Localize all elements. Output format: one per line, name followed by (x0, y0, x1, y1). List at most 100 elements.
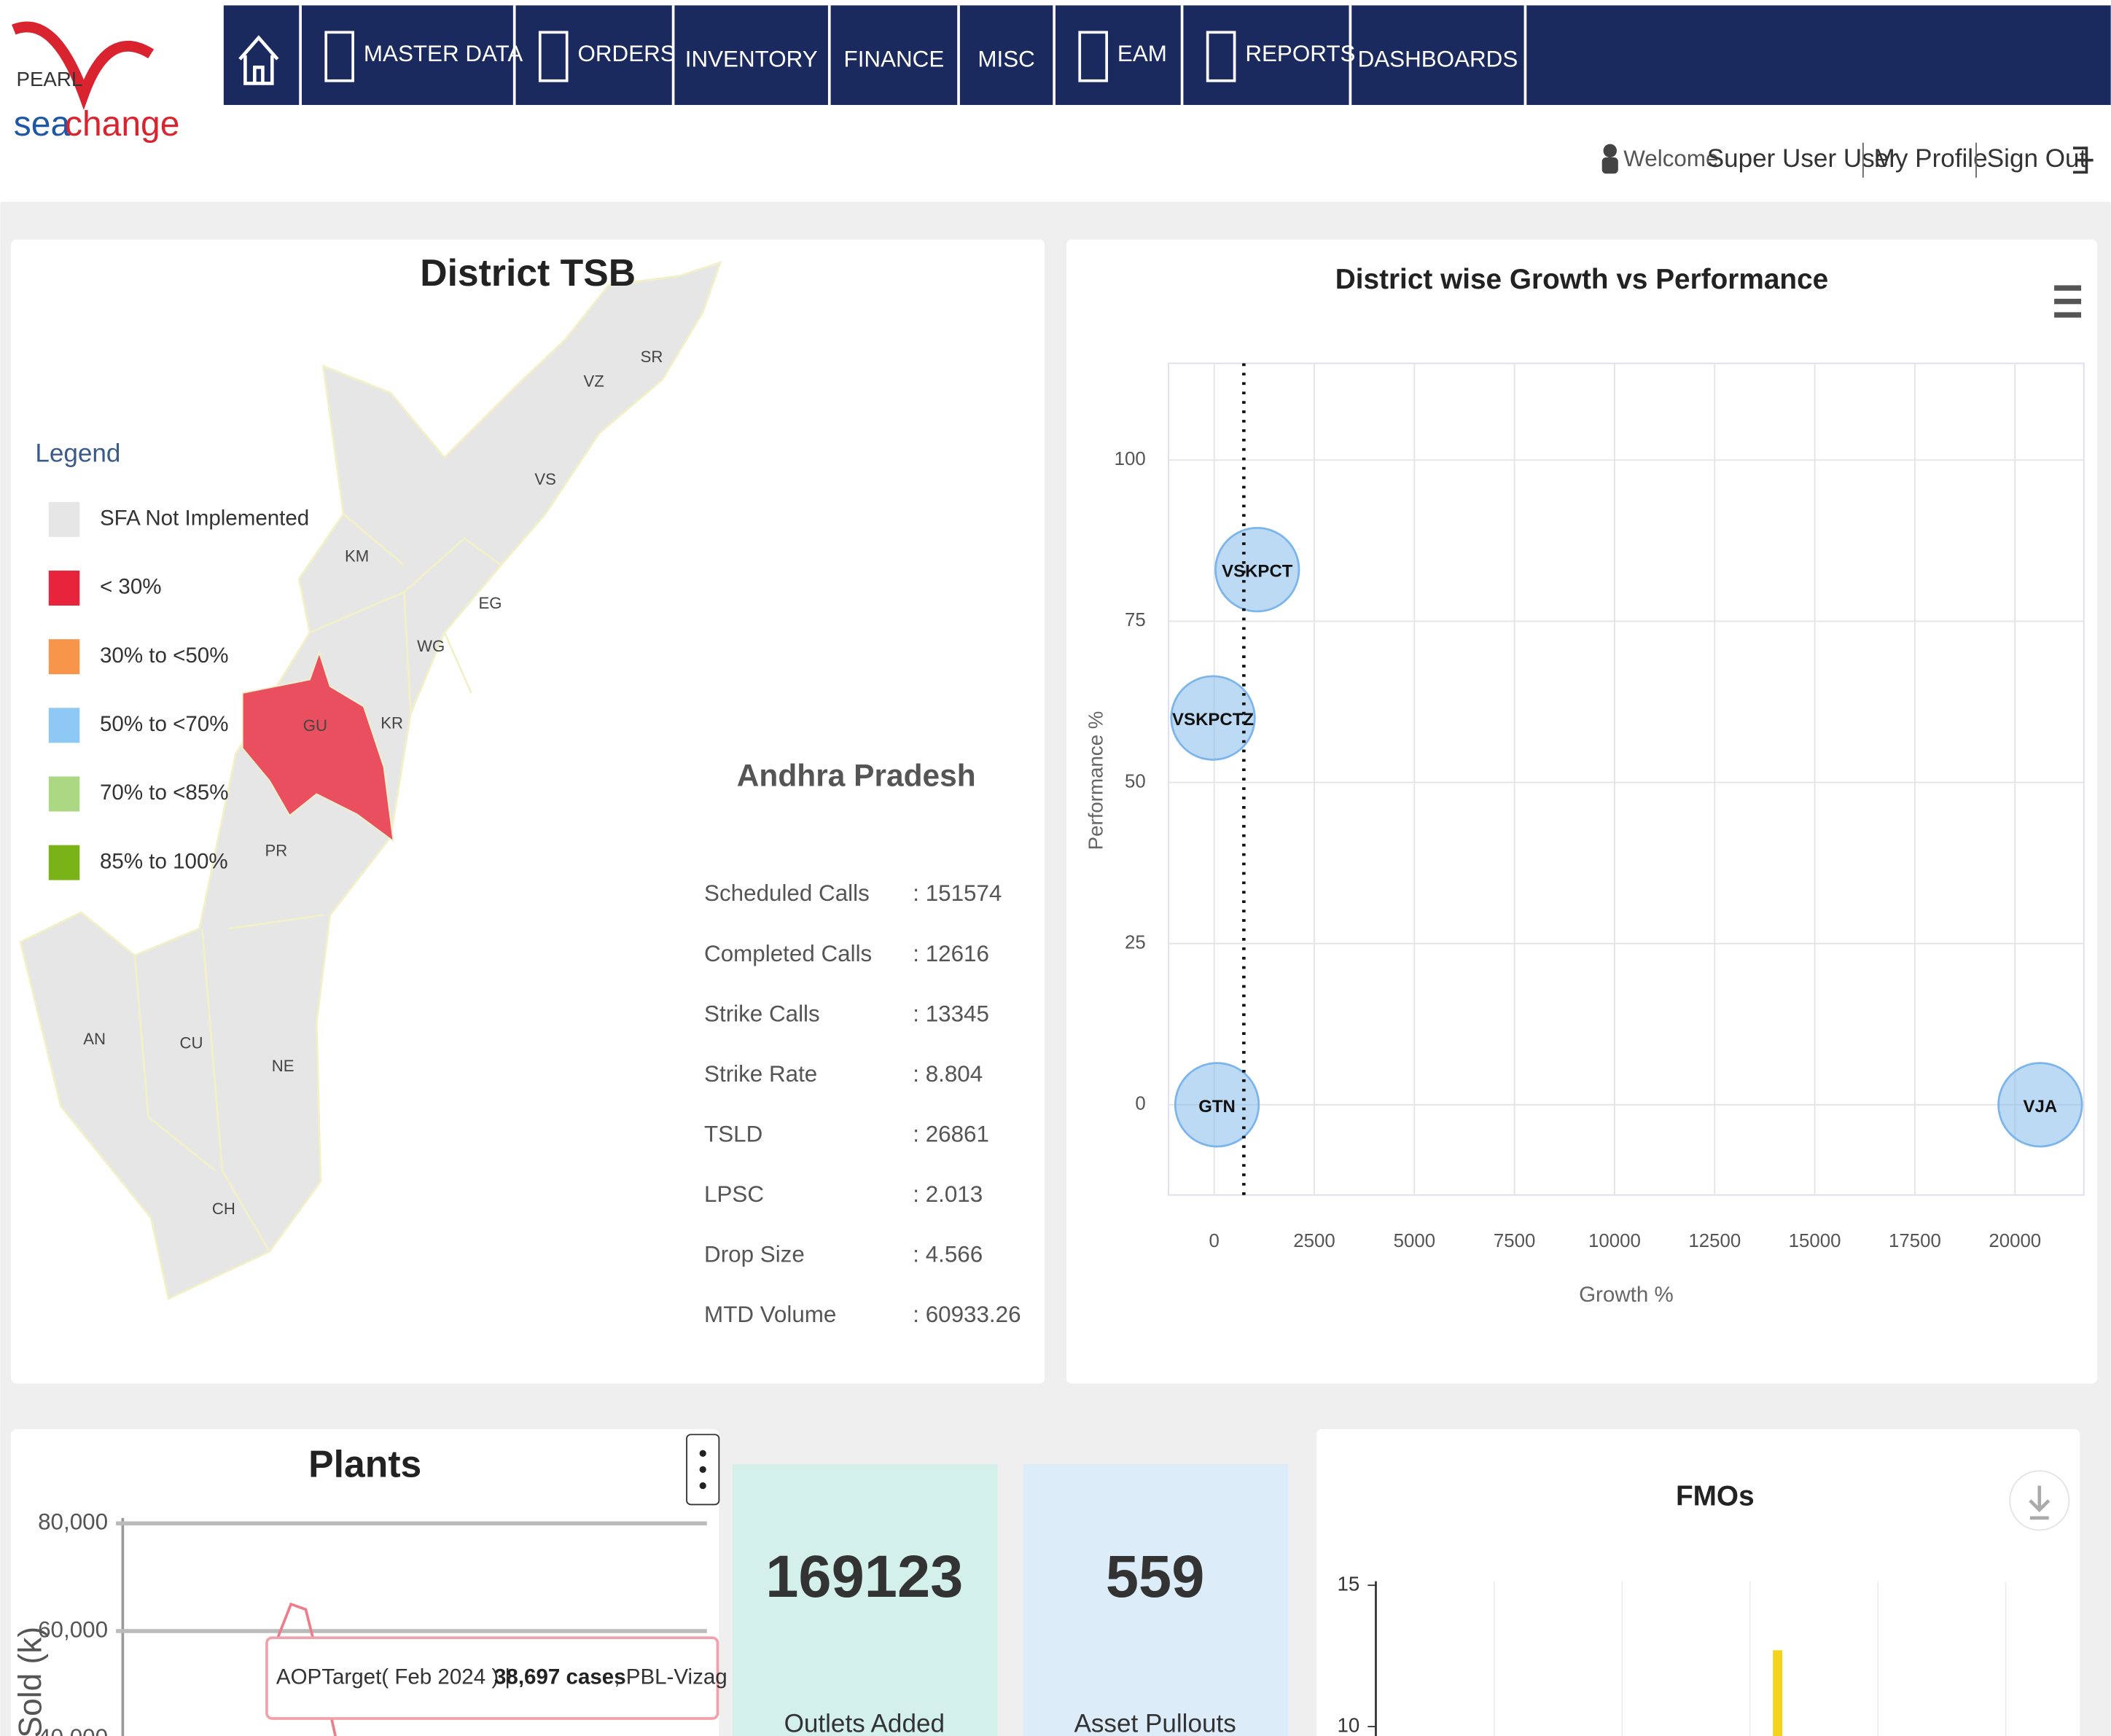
x-tick-label: 10000 (1588, 1231, 1641, 1251)
user-name: Super User User (1707, 144, 1898, 173)
x-tick-label: 5000 (1394, 1231, 1436, 1251)
x-tick-label: 12500 (1688, 1231, 1741, 1251)
map-label: CH (212, 1200, 235, 1218)
nav-item[interactable]: EAM (1117, 41, 1167, 66)
legend-title: Legend (35, 439, 120, 467)
x-tick-label: 20000 (1989, 1231, 2041, 1251)
bubble (1214, 527, 1300, 613)
nav-icon (324, 31, 354, 82)
fmos-panel (1316, 1428, 2080, 1736)
stat-value: : 26861 (913, 1121, 989, 1146)
map-label: EG (478, 594, 502, 612)
bubble-panel (1066, 239, 2098, 1384)
nav-bar (223, 5, 2111, 106)
nav-item[interactable]: FINANCE (844, 46, 945, 71)
y-tick-label: 60,000 (38, 1616, 108, 1642)
map-label: PR (265, 842, 287, 860)
bubble-label: VSKPCTZ (1172, 710, 1254, 730)
stat-value: : 4.566 (913, 1241, 983, 1267)
stat-value: : 60933.26 (913, 1302, 1021, 1327)
map-label: KR (381, 713, 403, 732)
bubble (1170, 675, 1256, 761)
nav-item[interactable]: MISC (978, 46, 1034, 71)
tooltip-value: 38,697 cases (494, 1665, 626, 1689)
nav-item[interactable]: REPORTS (1245, 41, 1355, 66)
chart-title: FMOs (1676, 1480, 1755, 1512)
legend-label: SFA Not Implemented (100, 507, 309, 531)
stat-label: Drop Size (704, 1241, 805, 1267)
chart-menu[interactable] (2054, 285, 2082, 318)
kpi-value: 169123 (765, 1544, 963, 1610)
nav-icon (538, 31, 569, 82)
map-label: VZ (583, 372, 604, 390)
map (19, 260, 722, 1300)
plot-area (1168, 362, 2085, 1196)
y-tick-label: 10 (1337, 1713, 1359, 1736)
tooltip-label: AOPTarget( Feb 2024 ) | (276, 1665, 510, 1689)
nav-item[interactable]: MASTER DATA (364, 41, 523, 66)
state-name: Andhra Pradesh (737, 759, 976, 793)
kpi-label: Asset Pullouts (1074, 1709, 1236, 1736)
welcome: Welcome (1623, 146, 1718, 171)
panel-title: District TSB (420, 251, 636, 294)
x-tick-label: 17500 (1889, 1231, 1941, 1251)
map-label: CU (180, 1034, 203, 1052)
home-button[interactable] (238, 35, 279, 85)
map-label: VS (534, 470, 556, 488)
stat-label: Scheduled Calls (704, 880, 870, 906)
nav-icon (1206, 31, 1236, 82)
y-tick-label: 0 (1135, 1094, 1145, 1114)
tooltip (265, 1636, 719, 1720)
bubble-label: GTN (1198, 1097, 1236, 1117)
bar (1773, 1650, 1783, 1736)
x-axis-label: Growth % (1579, 1283, 1674, 1307)
legend-swatch (48, 501, 80, 537)
nav-icon (1078, 31, 1109, 82)
stat-value: : 8.804 (913, 1061, 983, 1087)
logo[interactable]: PEARL sea change (12, 21, 180, 144)
nav-item[interactable]: INVENTORY (685, 46, 818, 71)
stat-value: : 151574 (913, 880, 1002, 906)
legend-swatch (48, 639, 80, 675)
map-label: WG (417, 637, 445, 655)
legend-label: 70% to <85% (100, 781, 228, 805)
x-tick-label: 15000 (1789, 1231, 1841, 1251)
my-profile[interactable]: My Profile (1874, 144, 1988, 173)
y-tick-label: 25 (1125, 933, 1146, 953)
stat-label: Completed Calls (704, 941, 872, 966)
map-label: NE (272, 1057, 294, 1075)
nav-item[interactable]: ORDERS (577, 41, 675, 66)
nav (238, 35, 279, 85)
legend-label: < 30% (100, 575, 162, 599)
y-tick-label: 40,000 (38, 1724, 108, 1736)
map-label: SR (641, 348, 663, 366)
stat-label: TSLD (704, 1121, 762, 1146)
y-axis-label: Sold (k) (12, 1627, 48, 1736)
map-label: AN (83, 1030, 106, 1048)
legend-swatch (48, 708, 80, 743)
x-tick-label: 0 (1209, 1231, 1220, 1251)
user-bar: Welcome Super User User My Profile Sign … (1601, 142, 2094, 178)
stat-label: Strike Calls (704, 1001, 820, 1026)
map-label: GU (303, 716, 327, 735)
y-tick-label: 80,000 (38, 1509, 108, 1535)
logo-brand: PEARL (16, 68, 82, 90)
kpi-label: Outlets Added (784, 1709, 945, 1736)
map-label: KM (345, 547, 369, 565)
kpi-value: 559 (1106, 1544, 1205, 1610)
chart-menu[interactable] (686, 1434, 720, 1506)
chart-title: District wise Growth vs Performance (1335, 264, 1828, 295)
sign-out[interactable]: Sign Out (1987, 144, 2087, 173)
nav-item[interactable]: DASHBOARDS (1358, 46, 1518, 71)
legend-label: 85% to 100% (100, 849, 228, 873)
stat-label: MTD Volume (704, 1302, 836, 1327)
bubble (1174, 1062, 1260, 1148)
kpi-card (1023, 1464, 1289, 1736)
logo-sea: sea (14, 105, 71, 144)
x-tick-label: 2500 (1293, 1231, 1335, 1251)
stat-label: Strike Rate (704, 1061, 817, 1087)
bubble-label: VJA (2024, 1097, 2058, 1117)
download-button[interactable] (2009, 1470, 2070, 1531)
x-tick-label: 7500 (1494, 1231, 1536, 1251)
